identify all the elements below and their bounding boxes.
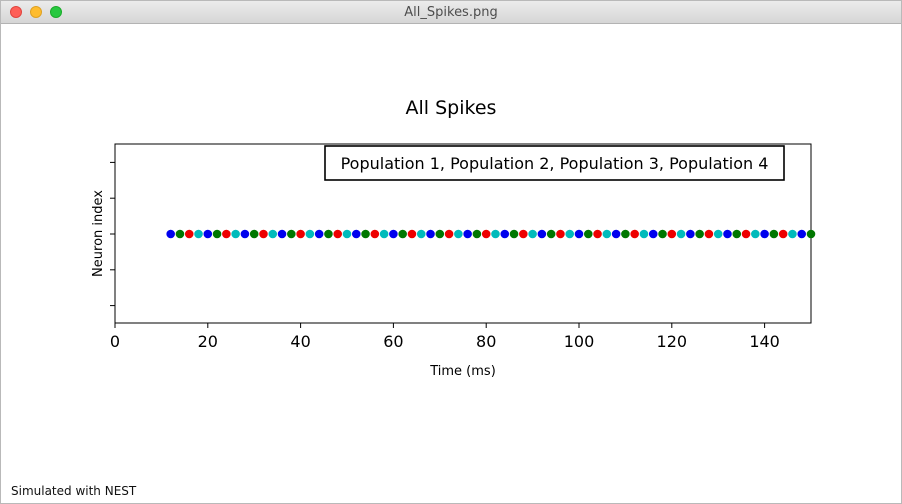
spike-dot	[259, 229, 268, 239]
spike-dot	[305, 229, 315, 239]
spike-dot	[667, 229, 677, 239]
spike-dot	[342, 229, 352, 239]
spike-dot	[212, 229, 222, 239]
spike-dot	[444, 229, 454, 239]
x-axis-label: Time (ms)	[429, 364, 496, 379]
spike-dot	[370, 229, 380, 239]
spike-dot	[639, 229, 649, 239]
spike-dot	[713, 229, 723, 239]
spike-dot	[732, 229, 742, 239]
x-tick-label: 40	[290, 332, 310, 351]
spike-dot	[333, 229, 343, 239]
spike-dot	[565, 229, 575, 239]
spike-dot	[379, 229, 389, 239]
spike-dot	[537, 229, 547, 239]
spike-dot	[389, 229, 398, 239]
spike-dot	[528, 229, 537, 239]
spike-dot	[287, 229, 296, 239]
image-canvas: All Spikes 0 20 40 60 80 100 120 140 Time (ms) Neu…	[1, 24, 901, 503]
spike-dot	[648, 229, 658, 239]
x-tick-label: 60	[383, 332, 403, 351]
spike-dot	[806, 229, 816, 239]
spike-dot	[314, 229, 324, 239]
legend-text: Population 1, Population 2, Population 3…	[341, 154, 769, 173]
spike-dot	[611, 229, 621, 239]
x-tick-label: 100	[564, 332, 595, 351]
spike-dot	[583, 229, 593, 239]
spike-dot	[240, 229, 250, 239]
spike-dot	[546, 229, 556, 239]
spike-dot	[630, 229, 639, 239]
y-axis-label: Neuron index	[91, 190, 106, 277]
spike-dot	[769, 229, 779, 239]
spike-dot	[519, 229, 528, 239]
spike-dot	[249, 229, 259, 239]
spike-dot	[166, 229, 175, 239]
minimize-icon[interactable]	[30, 6, 42, 18]
spike-dot	[231, 229, 240, 239]
spike-dot	[797, 229, 807, 239]
spike-dot	[723, 229, 732, 239]
zoom-icon[interactable]	[50, 6, 62, 18]
spike-dot	[277, 229, 287, 239]
x-tick-label: 0	[110, 332, 120, 351]
spike-dot	[203, 229, 213, 239]
spike-raster-chart: All Spikes 0 20 40 60 80 100 120 140 Time (ms) Neu…	[91, 97, 816, 379]
spike-dot	[778, 229, 788, 239]
spike-dot	[416, 229, 426, 239]
x-tick-label: 140	[749, 332, 780, 351]
spike-dot	[351, 229, 361, 239]
spike-dot	[491, 229, 500, 239]
spike-dot	[658, 229, 667, 239]
x-tick-label: 20	[198, 332, 218, 351]
spike-dot	[435, 229, 445, 239]
spike-dot	[621, 229, 630, 239]
spike-dot	[741, 229, 751, 239]
spike-dot	[398, 229, 407, 239]
spike-dot	[751, 229, 760, 239]
x-tick-label: 80	[476, 332, 496, 351]
window-title: All_Spikes.png	[404, 5, 498, 20]
spike-dot	[454, 229, 463, 239]
spike-dot	[676, 229, 686, 239]
spike-dot	[509, 229, 519, 239]
spike-dot	[481, 229, 491, 239]
spike-dot	[704, 229, 714, 239]
x-tick-label: 120	[657, 332, 688, 351]
spike-dot	[194, 229, 203, 239]
spike-dot	[361, 229, 370, 239]
legend-box	[324, 145, 785, 181]
spike-dot	[268, 229, 278, 239]
spike-dot	[407, 229, 417, 239]
footer-note: Simulated with NEST	[11, 484, 137, 498]
spike-dot	[695, 229, 704, 239]
spike-dot	[500, 229, 510, 239]
spike-dot	[324, 229, 333, 239]
spike-dot	[184, 229, 194, 239]
spike-dot	[574, 229, 584, 239]
close-icon[interactable]	[10, 6, 22, 18]
spike-dot	[593, 229, 602, 239]
title-bar[interactable]: All_Spikes.png	[1, 1, 901, 24]
spike-dot	[556, 229, 565, 239]
spike-dot	[175, 229, 185, 239]
spike-dot	[788, 229, 797, 239]
spike-dot	[602, 229, 612, 239]
spike-dot	[222, 229, 231, 239]
spike-dot	[472, 229, 482, 239]
spike-dot	[760, 229, 769, 239]
spike-dot	[686, 229, 695, 239]
chart-title: All Spikes	[406, 97, 497, 119]
spike-dot	[426, 229, 435, 239]
spike-dot	[463, 229, 472, 239]
spike-dot	[296, 229, 305, 239]
